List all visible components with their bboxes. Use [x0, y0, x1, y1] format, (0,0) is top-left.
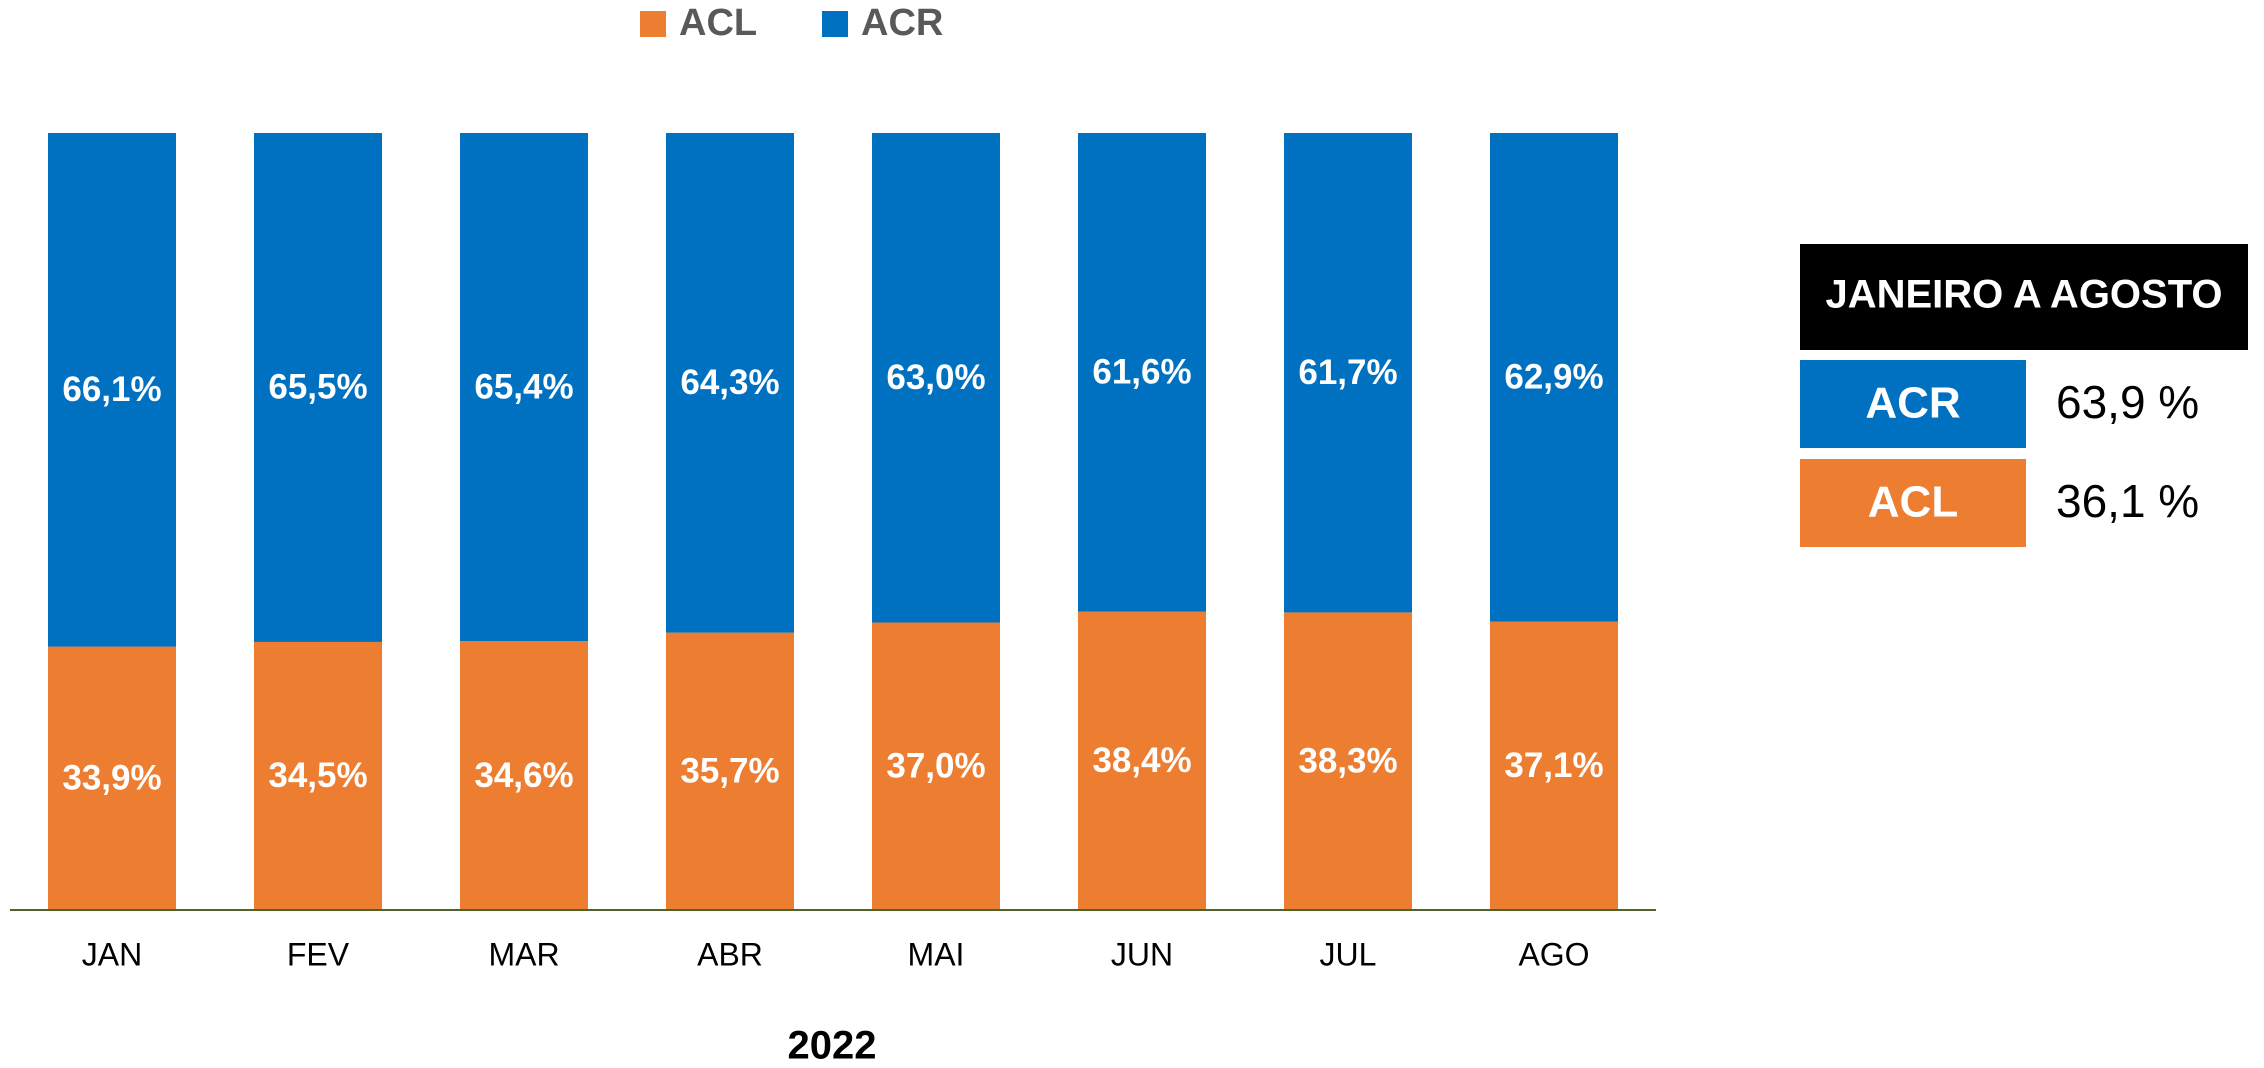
bar-segment	[1078, 133, 1206, 612]
bar-segment	[460, 641, 588, 910]
data-label: 35,7%	[680, 752, 779, 791]
data-label: 37,1%	[1504, 746, 1603, 785]
x-tick-label: JUN	[1111, 936, 1173, 972]
bar-segment	[666, 133, 794, 633]
x-axis-label: 2022	[788, 1024, 877, 1068]
summary-title: JANEIRO A AGOSTO	[1825, 273, 2222, 317]
x-tick-label: ABR	[697, 936, 763, 972]
summary-header	[1800, 244, 2248, 350]
summary-swatch	[1800, 360, 2026, 448]
x-tick-label: MAR	[488, 936, 559, 972]
bar-segment	[872, 133, 1000, 623]
legend-swatch	[822, 11, 848, 37]
x-tick-label: JUL	[1320, 936, 1377, 972]
summary-swatch	[1800, 459, 2026, 547]
data-label: 37,0%	[886, 747, 985, 786]
x-tick-label: MAI	[908, 936, 965, 972]
data-label: 34,6%	[474, 756, 573, 795]
data-label: 33,9%	[62, 759, 161, 798]
summary-value: 63,9 %	[2056, 376, 2199, 428]
summary-name: ACR	[1865, 379, 1960, 428]
bar-segment	[1284, 133, 1412, 613]
bar-segment	[1490, 621, 1618, 910]
bar-segment	[1078, 611, 1206, 910]
data-label: 61,7%	[1298, 353, 1397, 392]
data-label: 62,9%	[1504, 358, 1603, 397]
data-label: 61,6%	[1092, 353, 1191, 392]
data-label: 63,0%	[886, 358, 985, 397]
bar-segment	[48, 133, 176, 647]
bar-segment	[666, 632, 794, 910]
x-tick-label: FEV	[287, 936, 350, 972]
data-label: 38,4%	[1092, 741, 1191, 780]
legend-label: ACL	[679, 2, 757, 44]
data-label: 65,4%	[474, 367, 573, 406]
bar-segment	[254, 133, 382, 642]
data-label: 65,5%	[268, 368, 367, 407]
data-label: 38,3%	[1298, 741, 1397, 780]
data-label: 66,1%	[62, 370, 161, 409]
bar-segment	[254, 641, 382, 910]
legend-label: ACR	[861, 2, 943, 44]
data-label: 34,5%	[268, 756, 367, 795]
x-tick-label: AGO	[1518, 936, 1589, 972]
bar-segment	[48, 646, 176, 910]
bar-segment	[460, 133, 588, 642]
data-label: 64,3%	[680, 363, 779, 402]
x-tick-label: JAN	[82, 936, 142, 972]
bar-segment	[1490, 133, 1618, 622]
summary-value: 36,1 %	[2056, 475, 2199, 527]
legend-swatch	[640, 11, 666, 37]
bar-segment	[1284, 612, 1412, 910]
summary-name: ACL	[1868, 478, 1958, 527]
bar-segment	[872, 622, 1000, 910]
